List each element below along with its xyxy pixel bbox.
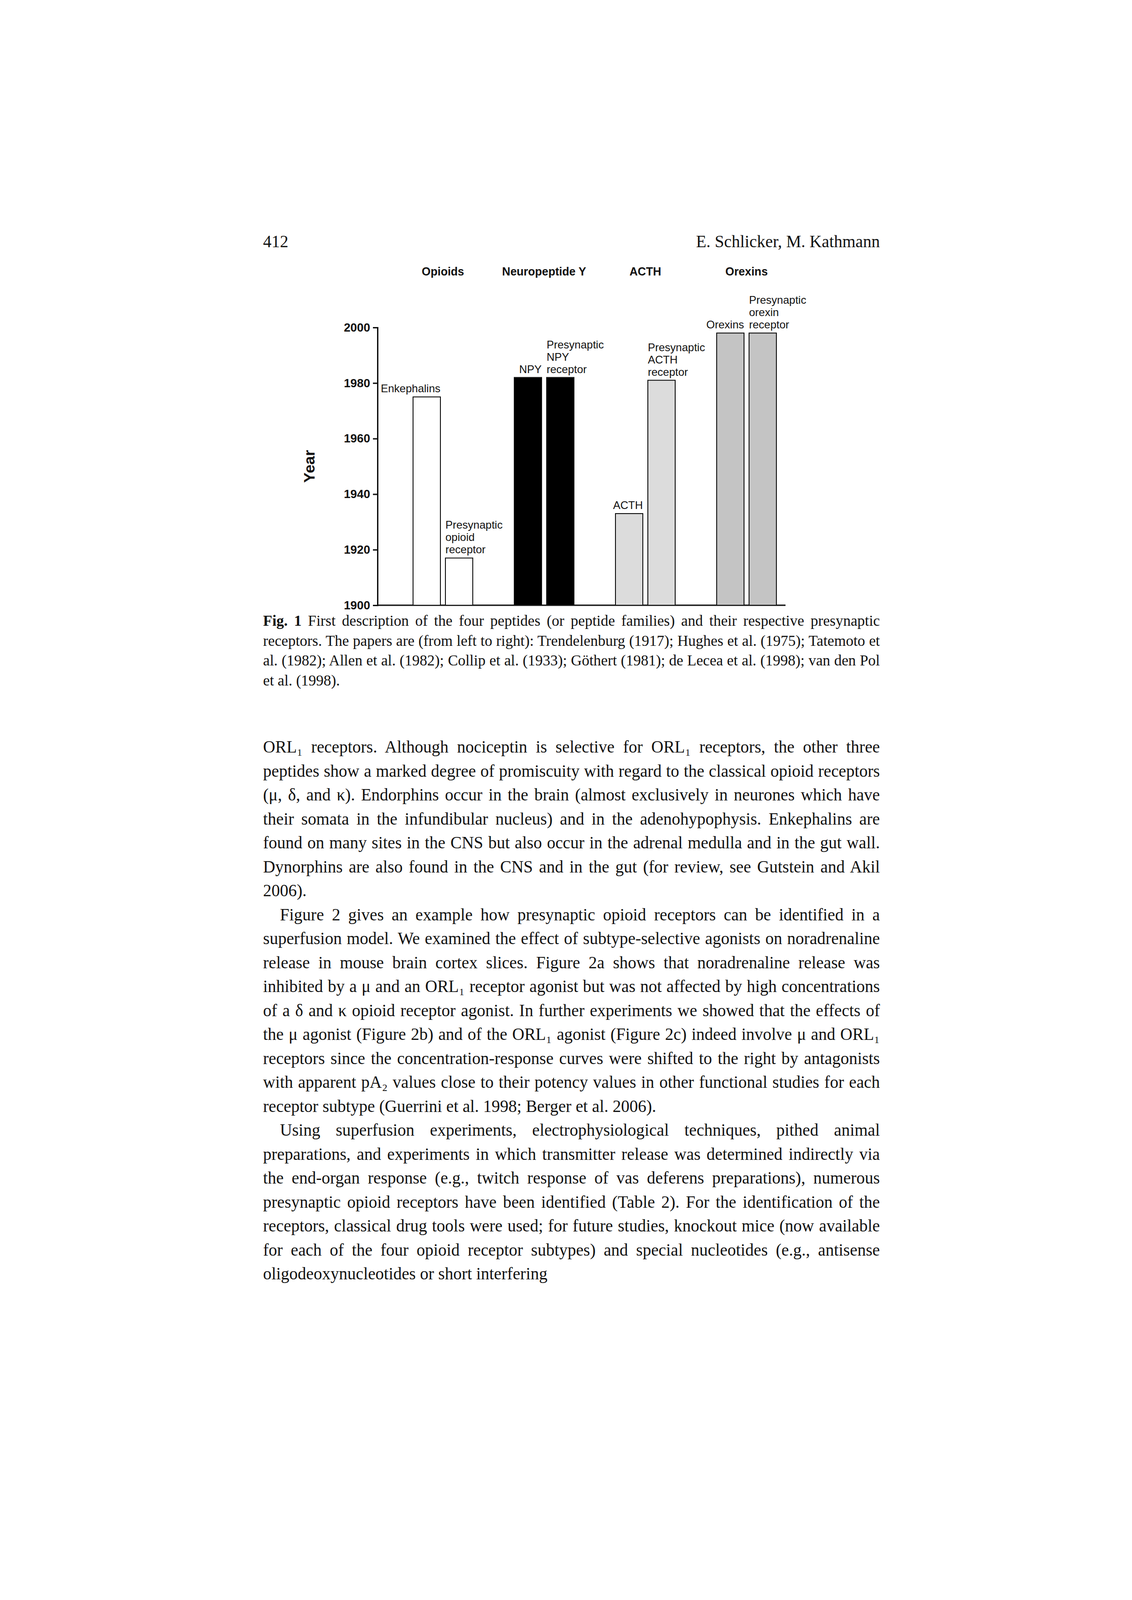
y-tick-label: 2000 — [343, 320, 371, 335]
paragraph: Figure 2 gives an example how presynapti… — [263, 902, 880, 1119]
body-text: ORL₁ receptors. Although nociceptin is s… — [263, 734, 880, 1286]
y-axis-line — [372, 327, 378, 606]
bar — [413, 396, 441, 605]
bar — [546, 377, 574, 605]
y-tick-mark — [372, 604, 378, 606]
bar-label: PresynapticNPYreceptor — [546, 338, 604, 376]
y-tick-label: 1920 — [343, 542, 371, 557]
caption-text: First description of the four peptides (… — [263, 612, 880, 689]
figure: 1900 1920 1940 1960 1980 2000 Year Enkephalins P… — [0, 0, 1132, 1600]
y-tick: 1940 — [343, 486, 378, 501]
y-tick: 1900 — [343, 598, 378, 612]
bar-label: Presynapticorexinreceptor — [749, 293, 807, 331]
y-axis: 1900 1920 1940 1960 1980 2000 — [343, 320, 378, 612]
y-tick-mark — [372, 382, 378, 384]
page-number: 412 — [263, 231, 289, 252]
y-tick-mark — [372, 438, 378, 440]
running-head: E. Schlicker, M. Kathmann — [263, 231, 880, 252]
bar — [615, 513, 643, 605]
y-tick-mark — [372, 493, 378, 495]
y-tick: 2000 — [343, 320, 378, 335]
y-tick-mark — [372, 326, 378, 329]
y-axis-title: Year — [300, 449, 318, 483]
figure-caption: Fig. 1 First description of the four pep… — [263, 610, 880, 691]
paragraph: ORL₁ receptors. Although nociceptin is s… — [263, 734, 880, 903]
y-tick: 1960 — [343, 431, 378, 445]
bar-label: Enkephalins — [380, 382, 441, 395]
bars — [413, 332, 777, 605]
group-label: ACTH — [629, 264, 662, 278]
bar — [749, 332, 777, 605]
bar — [445, 557, 473, 605]
caption-label: Fig. 1 — [263, 612, 302, 629]
bar-label: ACTH — [613, 498, 643, 512]
bar — [514, 377, 542, 605]
bar-label: Presynapticopioidreceptor — [445, 518, 503, 556]
group-label: Opioids — [421, 264, 465, 278]
y-tick-label: 1960 — [343, 431, 371, 445]
y-tick-label: 1940 — [343, 486, 371, 501]
bar-label: NPY — [519, 362, 542, 376]
bar-label: Orexins — [706, 318, 745, 331]
y-tick-label: 1980 — [343, 376, 371, 390]
y-tick-label: 1900 — [343, 598, 371, 612]
y-tick: 1980 — [343, 376, 378, 390]
bar — [716, 332, 745, 605]
y-tick-mark — [372, 548, 378, 551]
y-tick: 1920 — [343, 542, 378, 557]
group-label: Neuropeptide Y — [501, 264, 587, 278]
bar-label: PresynapticACTHreceptor — [647, 341, 705, 378]
paragraph: Using superfusion experiments, electroph… — [263, 1117, 880, 1286]
group-label: Orexins — [725, 264, 768, 278]
bar — [647, 380, 676, 605]
